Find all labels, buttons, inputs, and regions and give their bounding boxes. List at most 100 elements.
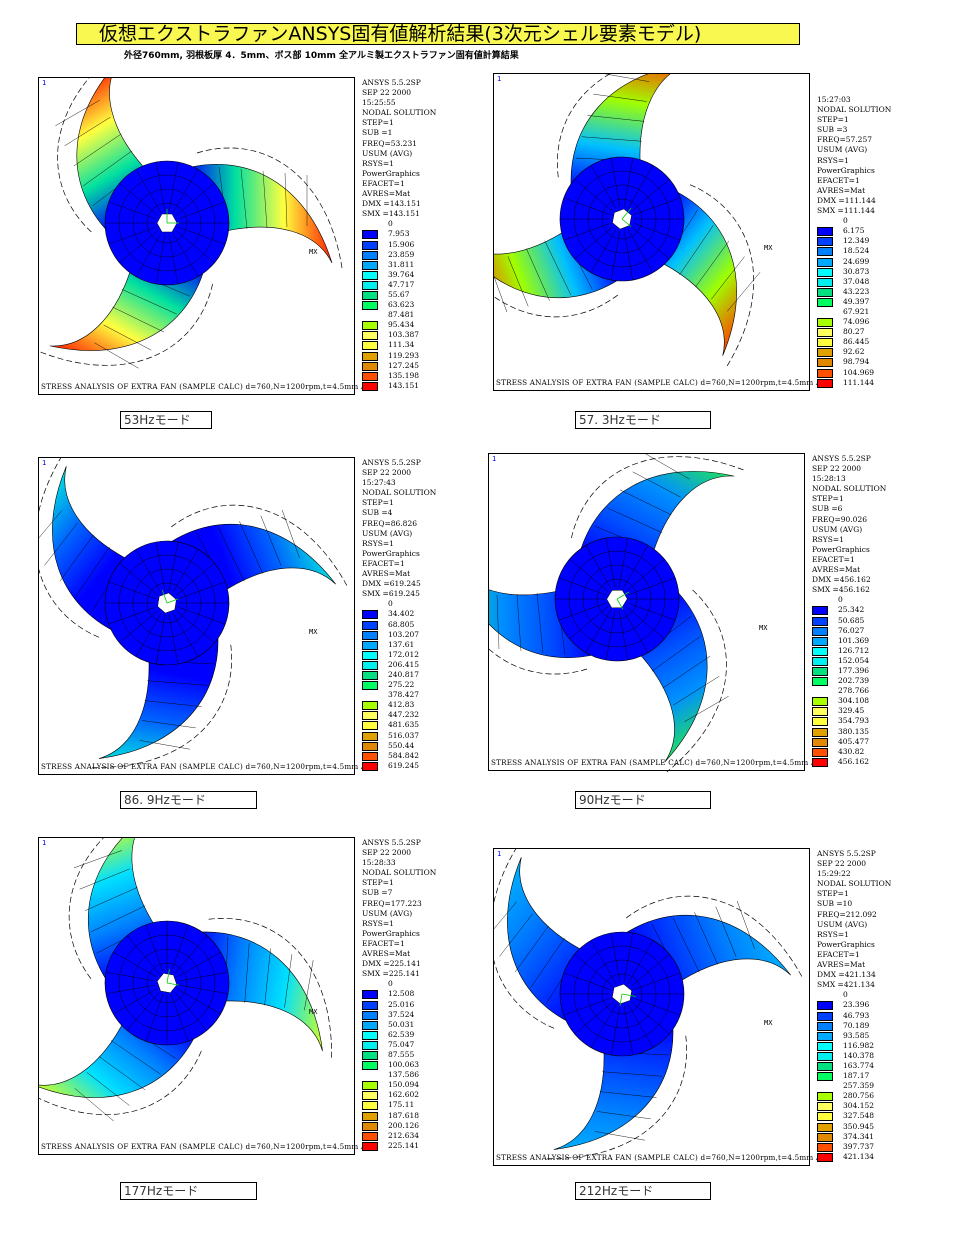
legend-color-swatch <box>362 711 378 721</box>
legend-header-line: RSYS=1 <box>817 929 849 939</box>
legend-value-row: 0 <box>362 979 436 989</box>
fe-plot-window: 1 MX STRESS ANALYSIS OF EXTRA FAN (SAMPLE … <box>493 848 826 1166</box>
legend-color-swatch <box>362 260 378 270</box>
legend-value-row: 380.135 <box>812 727 886 737</box>
legend-color-swatch <box>812 656 828 666</box>
legend-header-line: FREQ=86.826 <box>362 518 418 528</box>
legend-value-row: 412.83 <box>362 700 436 711</box>
legend-value-row: 98.794 <box>817 357 891 368</box>
max-marker: MX <box>309 628 318 636</box>
legend-header-line: NODAL SOLUTION <box>812 484 887 494</box>
legend-color-swatch <box>362 721 378 731</box>
legend-header-line: EFACET=1 <box>362 938 405 948</box>
legend-value-row: 15.906 <box>362 240 436 250</box>
legend-value: 31.811 <box>388 259 415 269</box>
legend-value: 240.817 <box>388 669 420 679</box>
legend-header-line: SUB =4 <box>362 508 393 518</box>
legend-header-line: 15:27:43 <box>362 478 396 488</box>
legend-header-line: 15:27:03 <box>817 95 851 104</box>
legend-color-swatch <box>817 1072 833 1082</box>
legend-value-row: 75.047 <box>362 1040 436 1050</box>
legend-value: 162.602 <box>388 1090 420 1100</box>
legend-value: 137.61 <box>388 639 415 649</box>
legend-value-row: 103.387 <box>362 330 436 341</box>
legend-value-row: 101.369 <box>812 636 886 646</box>
legend-value-row: 152.054 <box>812 656 886 666</box>
legend-color-swatch <box>362 751 378 761</box>
legend-value-row: 93.585 <box>817 1031 891 1041</box>
legend-value-row: 202.739 <box>812 676 886 687</box>
legend-value: 127.245 <box>388 360 420 370</box>
legend-color-swatch <box>817 1152 833 1162</box>
legend-value-row: 0 <box>812 595 886 605</box>
legend-color-swatch <box>817 277 833 287</box>
legend-header-line: SUB =1 <box>362 128 393 138</box>
legend-value: 70.189 <box>843 1020 870 1030</box>
legend-value-row: 50.685 <box>812 616 886 626</box>
fan-mode-shape-plot <box>489 454 744 772</box>
legend-value: 140.378 <box>843 1050 875 1060</box>
contour-legend: ANSYS 5.5.2SP SEP 22 2000 15:25:55 NODAL SO… <box>362 78 436 391</box>
legend-value: 49.397 <box>843 296 870 306</box>
legend-header-line: PowerGraphics <box>362 168 420 178</box>
legend-color-swatch <box>362 1000 378 1010</box>
legend-value: 103.387 <box>388 330 420 340</box>
fan-blade <box>553 1022 674 1150</box>
legend-value: 0 <box>388 219 393 229</box>
legend-value-row: 49.397 <box>817 297 891 307</box>
legend-value-row: 275.22 <box>362 680 436 691</box>
legend-color-swatch <box>812 626 828 636</box>
legend-header-line: SUB =7 <box>362 888 393 898</box>
legend-color-swatch <box>817 348 833 358</box>
legend-header-line: SUB =10 <box>817 899 853 909</box>
legend-value-row: 74.096 <box>817 317 891 328</box>
legend-header-line: USUM (AVG) <box>362 148 413 158</box>
legend-header-line: USUM (AVG) <box>362 908 413 918</box>
legend-color-swatch <box>362 351 378 361</box>
legend-color-swatch <box>817 1001 833 1011</box>
legend-value-row: 31.811 <box>362 260 436 270</box>
legend-value-row: 67.921 <box>817 307 891 317</box>
legend-value: 212.634 <box>388 1130 420 1140</box>
legend-value: 119.293 <box>388 350 420 360</box>
legend-color-swatch <box>362 1111 378 1121</box>
legend-value: 95.434 <box>388 320 415 330</box>
legend-value-row: 116.982 <box>817 1041 891 1051</box>
legend-color-swatch <box>817 1061 833 1071</box>
legend-color-swatch <box>817 368 833 378</box>
legend-value: 329.45 <box>838 706 865 716</box>
legend-value: 37.524 <box>388 1009 415 1019</box>
legend-header-line: FREQ=177.223 <box>362 898 422 908</box>
legend-value-row: 550.44 <box>362 741 436 751</box>
legend-value: 206.415 <box>388 659 420 669</box>
legend-value-row: 87.555 <box>362 1050 436 1060</box>
legend-value-row: 619.245 <box>362 761 436 771</box>
legend-value-row: 86.445 <box>817 337 891 348</box>
legend-value-row: 68.805 <box>362 620 436 630</box>
legend-value: 24.699 <box>843 256 870 266</box>
legend-value: 50.685 <box>838 615 865 625</box>
legend-header-line: SEP 22 2000 <box>362 848 412 858</box>
legend-value-row: 0 <box>817 990 891 1000</box>
legend-color-swatch <box>817 247 833 257</box>
legend-header-line: SUB =6 <box>812 504 843 514</box>
legend-color-swatch <box>362 331 378 341</box>
legend-header-line: EFACET=1 <box>362 178 405 188</box>
legend-color-swatch <box>362 290 378 300</box>
fe-plot-window: 1 MX STRESS ANALYSIS OF EXTRA FAN (SAMPLE … <box>38 837 371 1155</box>
contour-legend: 15:27:03 NODAL SOLUTION STEP=1 SUB =3 FREQ=5… <box>817 95 891 388</box>
legend-value-row: 0 <box>362 599 436 609</box>
legend-value: 187.17 <box>843 1071 870 1081</box>
legend-color-swatch <box>362 1131 378 1141</box>
legend-value: 12.349 <box>843 236 870 246</box>
legend-value-row: 447.232 <box>362 710 436 721</box>
legend-color-swatch <box>362 650 378 660</box>
legend-value-row: 63.623 <box>362 300 436 311</box>
legend-header-line: NODAL SOLUTION <box>362 108 437 118</box>
legend-value: 378.427 <box>388 690 420 700</box>
legend-header-line: ANSYS 5.5.2SP <box>362 838 421 847</box>
legend-header-line: AVRES=Mat <box>362 189 411 199</box>
legend-value-row: 34.402 <box>362 609 436 620</box>
contour-legend: ANSYS 5.5.2SP SEP 22 2000 15:27:43 NODAL SO… <box>362 458 436 771</box>
legend-value: 23.396 <box>843 1000 870 1010</box>
